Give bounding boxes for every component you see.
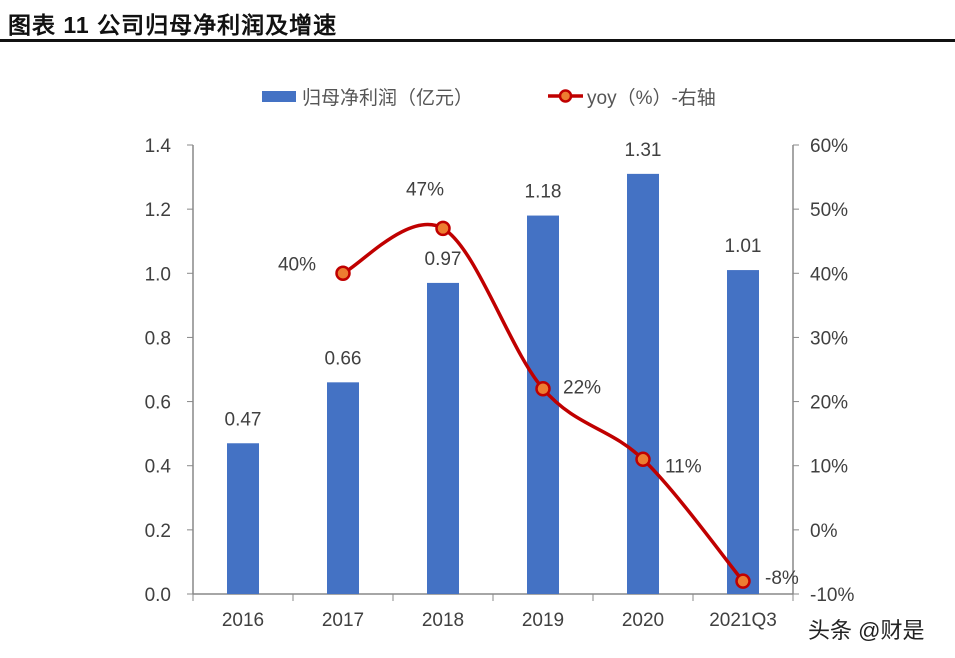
legend-line-label: yoy（%）-右轴 (587, 87, 716, 109)
figure-title: 图表 11 公司归母净利润及增速 (8, 12, 338, 38)
legend-line-marker (558, 89, 573, 103)
left-tick-label: 0.2 (145, 521, 171, 542)
x-tick-label: 2021Q3 (709, 610, 777, 631)
x-tick-label: 2020 (622, 610, 664, 631)
right-tick-label: 40% (810, 264, 848, 285)
right-tick-label: 20% (810, 393, 848, 414)
left-tick-label: 0.8 (145, 328, 171, 349)
right-tick-label: -10% (810, 585, 854, 606)
yoy-label: 47% (406, 179, 444, 200)
right-tick-label: 10% (810, 457, 848, 478)
yoy-label: -8% (765, 568, 799, 589)
bar-label: 0.66 (325, 348, 362, 369)
bar-label: 0.97 (425, 249, 462, 270)
left-tick-label: 0.4 (145, 457, 172, 478)
yoy-marker (635, 451, 651, 468)
bar (327, 382, 359, 594)
left-tick-label: 0.0 (145, 585, 171, 606)
x-tick-label: 2016 (222, 610, 264, 631)
x-tick-label: 2018 (422, 610, 464, 631)
legend-bar-swatch (262, 91, 296, 102)
title-rule (0, 39, 955, 42)
bar-label: 1.31 (625, 140, 662, 161)
left-tick-label: 1.2 (145, 200, 171, 221)
yoy-marker (735, 573, 751, 589)
bar (727, 270, 759, 594)
right-tick-label: 60% (810, 136, 848, 157)
x-tick-label: 2019 (522, 610, 564, 631)
watermark: 头条 @财是 (808, 618, 925, 643)
left-tick-label: 1.4 (145, 136, 172, 157)
right-tick-label: 50% (810, 200, 848, 221)
bar-label: 1.18 (525, 182, 562, 203)
bar (527, 215, 559, 595)
legend-bar-label: 归母净利润（亿元） (302, 87, 473, 109)
bar-label: 1.01 (725, 236, 762, 257)
yoy-label: 11% (665, 456, 702, 477)
bar-label: 0.47 (225, 409, 262, 430)
left-tick-label: 1.0 (145, 264, 171, 285)
right-tick-label: 30% (810, 328, 848, 349)
left-tick-label: 0.6 (145, 393, 171, 414)
bar (627, 173, 659, 594)
right-tick-label: 0% (810, 521, 838, 542)
bar (227, 443, 259, 594)
bar (427, 282, 459, 594)
yoy-label: 40% (278, 254, 316, 275)
x-tick-label: 2017 (322, 610, 364, 631)
yoy-marker (435, 220, 451, 237)
yoy-label: 22% (563, 378, 601, 399)
yoy-marker (535, 380, 551, 397)
yoy-marker (335, 265, 351, 282)
